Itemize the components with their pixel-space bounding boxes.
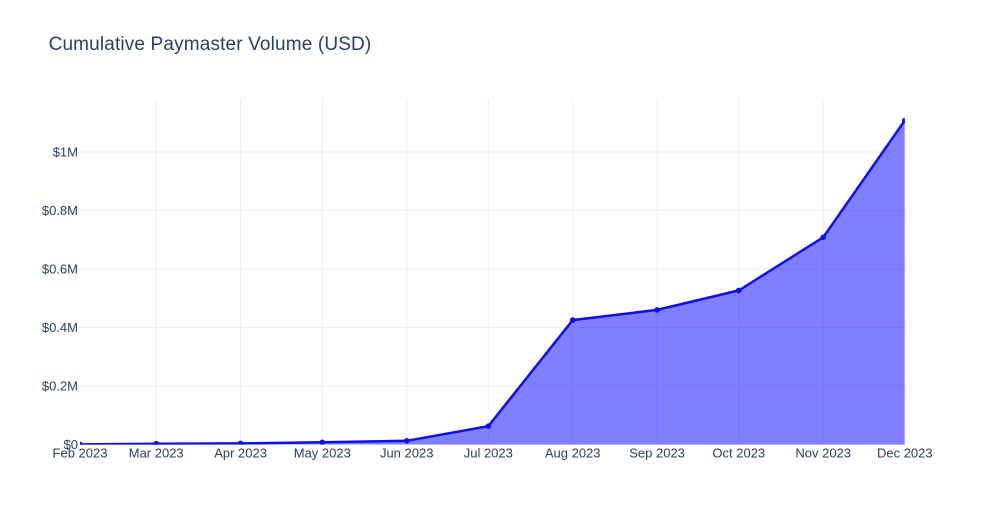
svg-text:Jul 2023: Jul 2023 [464, 446, 513, 461]
svg-text:May 2023: May 2023 [294, 446, 351, 461]
svg-text:Aug 2023: Aug 2023 [545, 446, 601, 461]
svg-text:$0: $0 [64, 437, 78, 452]
svg-text:Apr 2023: Apr 2023 [214, 446, 267, 461]
svg-text:Jun 2023: Jun 2023 [380, 446, 434, 461]
svg-text:$0.8M: $0.8M [42, 203, 78, 218]
svg-text:$0.4M: $0.4M [42, 320, 78, 335]
svg-text:Oct 2023: Oct 2023 [712, 446, 765, 461]
svg-text:Cumulative Paymaster Volume (U: Cumulative Paymaster Volume (USD) [49, 34, 372, 55]
svg-text:$0.6M: $0.6M [42, 261, 78, 276]
svg-text:$0.2M: $0.2M [42, 378, 78, 393]
svg-text:Sep 2023: Sep 2023 [629, 446, 685, 461]
svg-text:Nov 2023: Nov 2023 [795, 446, 851, 461]
svg-text:Dec 2023: Dec 2023 [877, 446, 933, 461]
svg-text:$1M: $1M [53, 144, 78, 159]
svg-text:Feb 2023: Feb 2023 [53, 446, 108, 461]
svg-text:Mar 2023: Mar 2023 [129, 446, 184, 461]
